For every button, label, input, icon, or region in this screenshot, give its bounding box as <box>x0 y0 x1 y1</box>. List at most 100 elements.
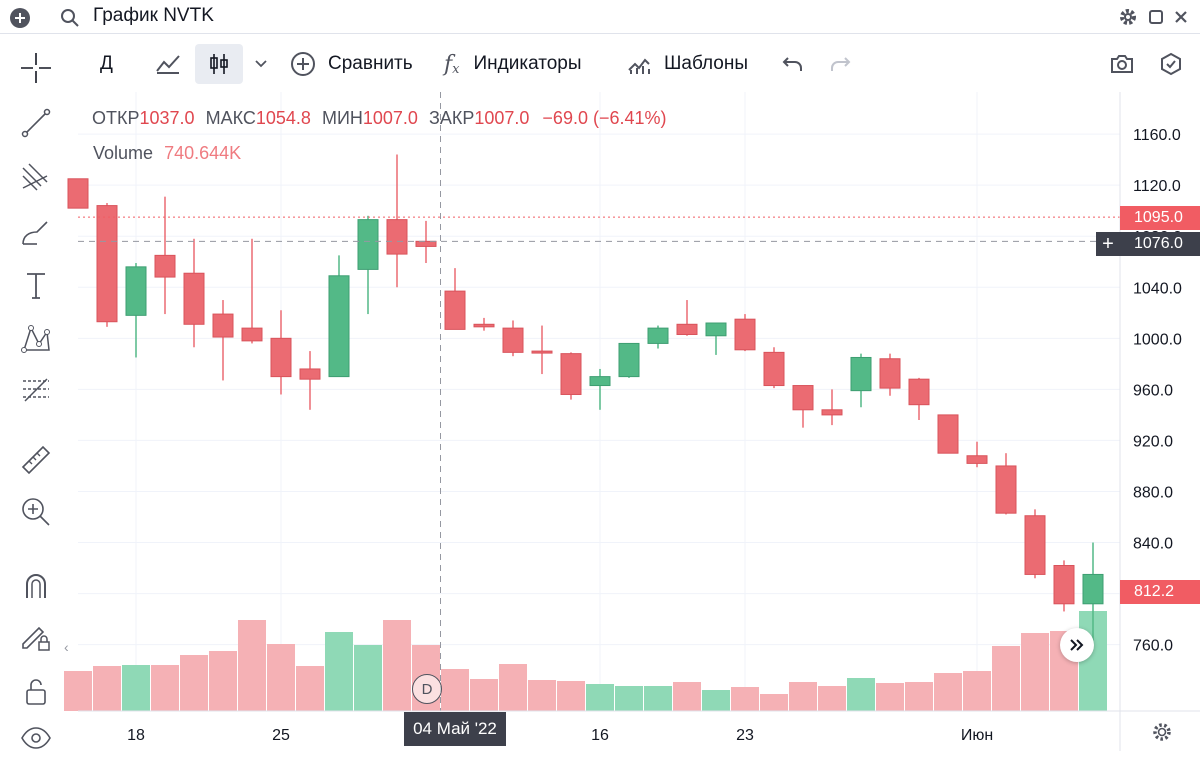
candles-icon[interactable] <box>195 44 243 84</box>
candle <box>328 255 350 378</box>
volume-bar <box>267 644 295 711</box>
settings-icon[interactable] <box>1150 720 1174 744</box>
candle-body <box>96 205 118 323</box>
volume-bar <box>325 632 353 711</box>
candle-body <box>879 358 901 389</box>
ruler-icon[interactable] <box>14 440 58 480</box>
candle-body <box>328 275 350 378</box>
open-label: ОТКР <box>92 108 140 128</box>
templates-icon <box>627 54 651 74</box>
candle <box>589 368 611 410</box>
candle-body <box>444 290 466 330</box>
eye-icon[interactable] <box>14 718 58 758</box>
templates-button[interactable]: Шаблоны <box>627 44 748 84</box>
volume-bar <box>934 673 962 711</box>
volume-bar <box>586 684 614 711</box>
crosshair-date-tag: 04 Май '22 <box>404 712 506 746</box>
brush-icon[interactable] <box>14 211 58 251</box>
candle-body <box>1082 573 1104 605</box>
templates-label: Шаблоны <box>664 53 749 74</box>
unlock-icon[interactable] <box>14 671 58 711</box>
volume-bar <box>789 682 817 711</box>
candle <box>734 314 756 352</box>
gear-icon[interactable] <box>1117 6 1139 28</box>
trend-line-icon[interactable] <box>14 103 58 143</box>
candle-body <box>125 266 147 316</box>
day-marker-label: D <box>421 680 433 698</box>
collapse-toolbar-icon[interactable]: ‹ <box>64 639 69 655</box>
text-icon[interactable] <box>14 265 58 305</box>
candle <box>879 353 901 396</box>
search-icon[interactable] <box>58 6 82 30</box>
candle <box>183 238 205 348</box>
low-value: 1007.0 <box>362 108 418 128</box>
candle <box>676 300 698 336</box>
pitchfork-icon[interactable] <box>14 157 58 197</box>
volume-bar <box>238 620 266 711</box>
candle <box>415 220 437 264</box>
candle-body <box>792 385 814 411</box>
drawing-toolbar: ‹ <box>0 35 72 751</box>
candle-body <box>995 465 1017 514</box>
crosshair-add-button[interactable]: + <box>1096 232 1120 256</box>
fib-icon[interactable] <box>14 370 58 410</box>
volume-bar <box>151 665 179 711</box>
candle-body <box>154 254 176 278</box>
volume-bar <box>731 687 759 711</box>
title-bar: График NVTK <box>0 0 1200 34</box>
lock-draw-icon[interactable] <box>14 617 58 657</box>
candle-body <box>618 342 640 378</box>
last-price-tag: 1095.0 <box>1120 206 1200 230</box>
y-tick-label: 1160.0 <box>1133 127 1181 144</box>
candle-body <box>270 337 292 378</box>
redo-icon[interactable] <box>829 44 851 84</box>
magnet-icon[interactable] <box>14 565 58 605</box>
candle <box>705 322 727 355</box>
chart-title: График NVTK <box>93 5 214 26</box>
plus-circle-icon[interactable] <box>8 6 32 30</box>
volume-bar <box>93 666 121 711</box>
candle-body <box>299 368 321 380</box>
undo-icon[interactable] <box>782 44 804 84</box>
close-icon[interactable] <box>1170 6 1192 28</box>
y-tick-label: 840.0 <box>1133 536 1173 553</box>
candle <box>1053 560 1075 612</box>
chevron-down-icon[interactable] <box>254 44 268 84</box>
candle-body <box>241 327 263 342</box>
current-price-value: 812.2 <box>1134 583 1175 600</box>
pattern-icon[interactable] <box>14 319 58 359</box>
interval-label: Д <box>100 53 113 74</box>
close-label: ЗАКР <box>428 108 475 128</box>
volume-bar <box>760 694 788 711</box>
volume-bar <box>354 645 382 711</box>
scroll-right-icon[interactable] <box>1060 628 1094 662</box>
maximize-icon[interactable] <box>1145 6 1167 28</box>
volume-bar <box>905 682 933 711</box>
crosshair-icon[interactable] <box>14 48 58 88</box>
day-marker[interactable]: D <box>412 674 442 704</box>
candle <box>531 325 553 375</box>
high-label: МАКС <box>205 108 256 128</box>
line-chart-icon[interactable] <box>155 44 181 84</box>
x-tick-label: 25 <box>272 727 290 744</box>
y-tick-label: 1040.0 <box>1133 280 1182 297</box>
candle <box>67 178 89 209</box>
volume-bar <box>383 620 411 711</box>
volume-bar <box>615 686 643 711</box>
compare-button[interactable]: Сравнить <box>290 44 413 84</box>
candle-body <box>908 378 930 406</box>
candle <box>937 414 959 454</box>
ohlc-legend: ОТКР1037.0 МАКС1054.8 МИН1007.0 ЗАКР1007… <box>92 108 667 129</box>
candle <box>821 389 843 426</box>
close-value: 1007.0 <box>474 108 530 128</box>
volume-bar <box>180 655 208 711</box>
crosshair-price-value: 1076.0 <box>1134 235 1183 252</box>
shield-icon[interactable] <box>1159 44 1183 84</box>
candle <box>270 310 292 395</box>
interval-button[interactable]: Д <box>100 44 113 84</box>
camera-icon[interactable] <box>1109 44 1135 84</box>
zoom-in-icon[interactable] <box>14 492 58 532</box>
